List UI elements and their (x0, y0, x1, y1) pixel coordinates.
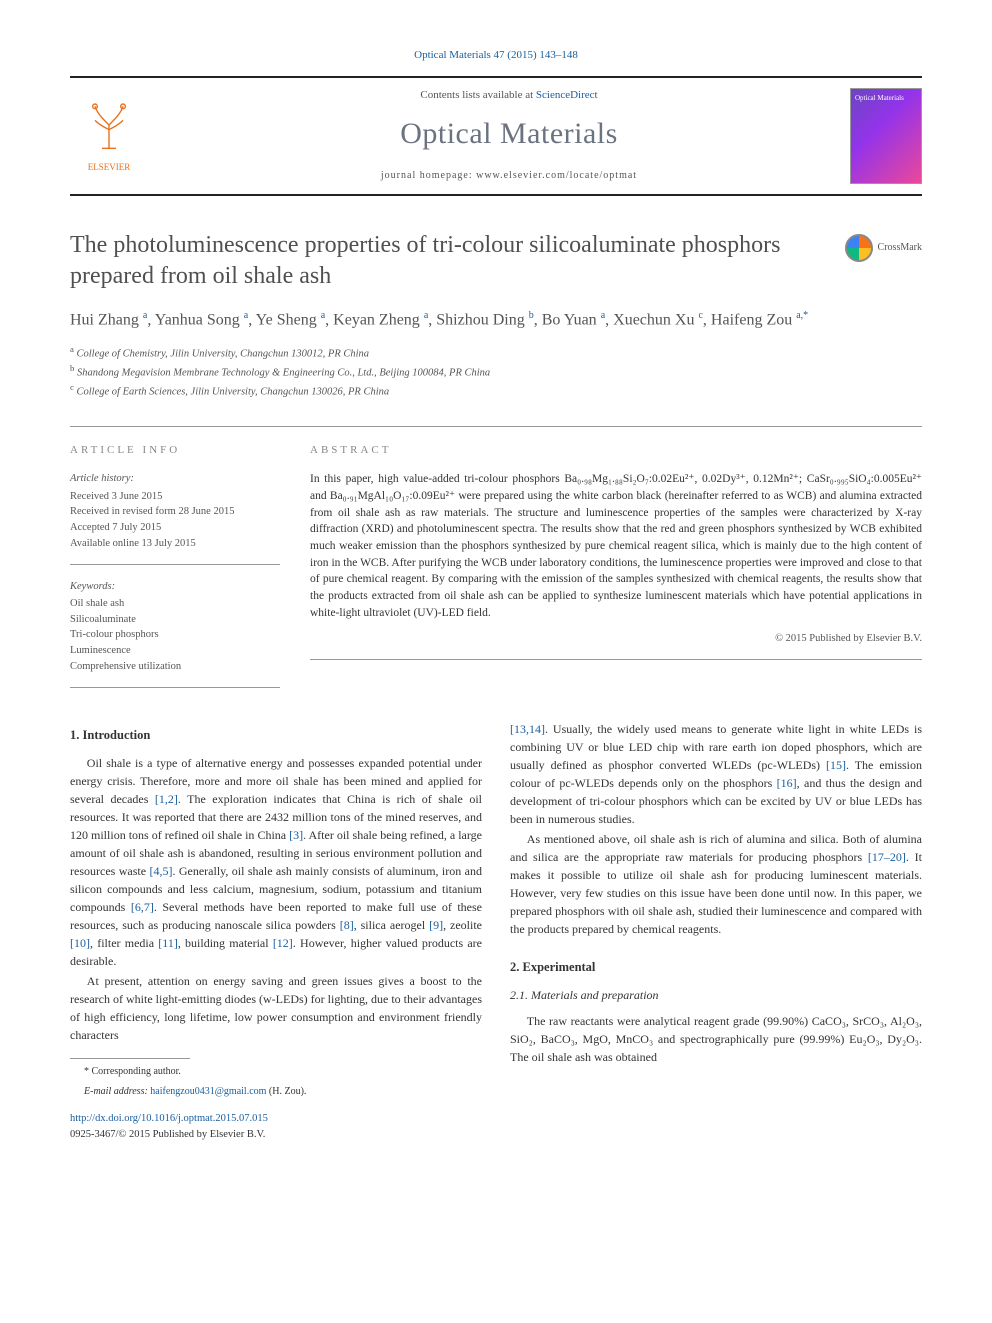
abstract-heading: ABSTRACT (310, 443, 922, 459)
journal-name: Optical Materials (168, 112, 850, 156)
journal-cover-thumbnail: Optical Materials (850, 88, 922, 184)
email-footnote: E-mail address: haifengzou0431@gmail.com… (70, 1085, 482, 1099)
elsevier-tree-icon (81, 97, 137, 161)
article-body: 1. Introduction Oil shale is a type of a… (70, 720, 922, 1143)
footnote-separator (70, 1058, 190, 1059)
citation-header: Optical Materials 47 (2015) 143–148 (70, 48, 922, 64)
abstract-copyright: © 2015 Published by Elsevier B.V. (310, 631, 922, 646)
reference-link[interactable]: [13,14] (510, 722, 545, 736)
history-line: Received 3 June 2015 (70, 489, 280, 505)
cover-label: Optical Materials (855, 93, 917, 103)
keyword: Comprehensive utilization (70, 659, 280, 675)
doi-link[interactable]: http://dx.doi.org/10.1016/j.optmat.2015.… (70, 1113, 268, 1124)
corresponding-author-note: * Corresponding author. (70, 1065, 482, 1079)
affiliation-line: a College of Chemistry, Jilin University… (70, 343, 922, 362)
contents-line: Contents lists available at ScienceDirec… (168, 88, 850, 104)
reference-link[interactable]: [16] (777, 776, 797, 790)
doi-block: http://dx.doi.org/10.1016/j.optmat.2015.… (70, 1111, 482, 1143)
journal-header: ELSEVIER Contents lists available at Sci… (70, 76, 922, 196)
article-info-heading: ARTICLE INFO (70, 443, 280, 459)
reference-link[interactable]: [4,5] (149, 864, 172, 878)
reference-link[interactable]: [12] (273, 936, 293, 950)
reference-link[interactable]: [10] (70, 936, 90, 950)
abstract-text: In this paper, high value-added tri-colo… (310, 471, 922, 621)
keyword: Tri-colour phosphors (70, 627, 280, 643)
journal-homepage: journal homepage: www.elsevier.com/locat… (168, 169, 850, 184)
authors-list: Hui Zhang a, Yanhua Song a, Ye Sheng a, … (70, 308, 922, 332)
reference-link[interactable]: [15] (826, 758, 846, 772)
reference-link[interactable]: [3] (289, 828, 303, 842)
section-heading-experimental: 2. Experimental (510, 958, 922, 977)
sciencedirect-link[interactable]: ScienceDirect (536, 89, 598, 101)
reference-link[interactable]: [6,7] (131, 900, 154, 914)
section-heading-introduction: 1. Introduction (70, 726, 482, 745)
abstract-divider (310, 659, 922, 660)
history-line: Available online 13 July 2015 (70, 536, 280, 552)
info-divider-bottom (70, 687, 280, 688)
issn-copyright: 0925-3467/© 2015 Published by Elsevier B… (70, 1129, 265, 1140)
contents-prefix: Contents lists available at (420, 89, 535, 101)
crossmark-icon (845, 234, 873, 262)
affiliation-line: b Shandong Megavision Membrane Technolog… (70, 362, 922, 381)
reference-link[interactable]: [9] (429, 918, 443, 932)
keyword: Oil shale ash (70, 596, 280, 612)
subsection-heading-materials: 2.1. Materials and preparation (510, 986, 922, 1004)
crossmark-label: CrossMark (878, 241, 922, 256)
article-history-heading: Article history: (70, 471, 280, 486)
keyword: Silicoaluminate (70, 612, 280, 628)
email-label: E-mail address: (84, 1086, 150, 1097)
reference-link[interactable]: [1,2] (155, 792, 178, 806)
email-suffix: (H. Zou). (266, 1086, 306, 1097)
article-info-column: ARTICLE INFO Article history: Received 3… (70, 426, 280, 687)
elsevier-logo: ELSEVIER (70, 91, 148, 181)
article-title: The photoluminescence properties of tri-… (70, 230, 825, 292)
email-link[interactable]: haifengzou0431@gmail.com (150, 1086, 266, 1097)
keywords-heading: Keywords: (70, 579, 280, 594)
body-paragraph: The raw reactants were analytical reagen… (510, 1012, 922, 1066)
crossmark-badge[interactable]: CrossMark (845, 234, 922, 262)
reference-link[interactable]: [8] (340, 918, 354, 932)
body-paragraph: As mentioned above, oil shale ash is ric… (510, 830, 922, 938)
history-line: Received in revised form 28 June 2015 (70, 504, 280, 520)
reference-link[interactable]: [17–20] (868, 850, 906, 864)
body-paragraph: Oil shale is a type of alternative energ… (70, 754, 482, 970)
abstract-column: ABSTRACT In this paper, high value-added… (310, 426, 922, 687)
reference-link[interactable]: [11] (158, 936, 178, 950)
history-line: Accepted 7 July 2015 (70, 520, 280, 536)
elsevier-label: ELSEVIER (88, 161, 131, 174)
info-divider (70, 564, 280, 565)
body-paragraph: At present, attention on energy saving a… (70, 972, 482, 1044)
affiliations: a College of Chemistry, Jilin University… (70, 343, 922, 401)
affiliation-line: c College of Earth Sciences, Jilin Unive… (70, 381, 922, 400)
keyword: Luminescence (70, 643, 280, 659)
body-paragraph: [13,14]. Usually, the widely used means … (510, 720, 922, 828)
